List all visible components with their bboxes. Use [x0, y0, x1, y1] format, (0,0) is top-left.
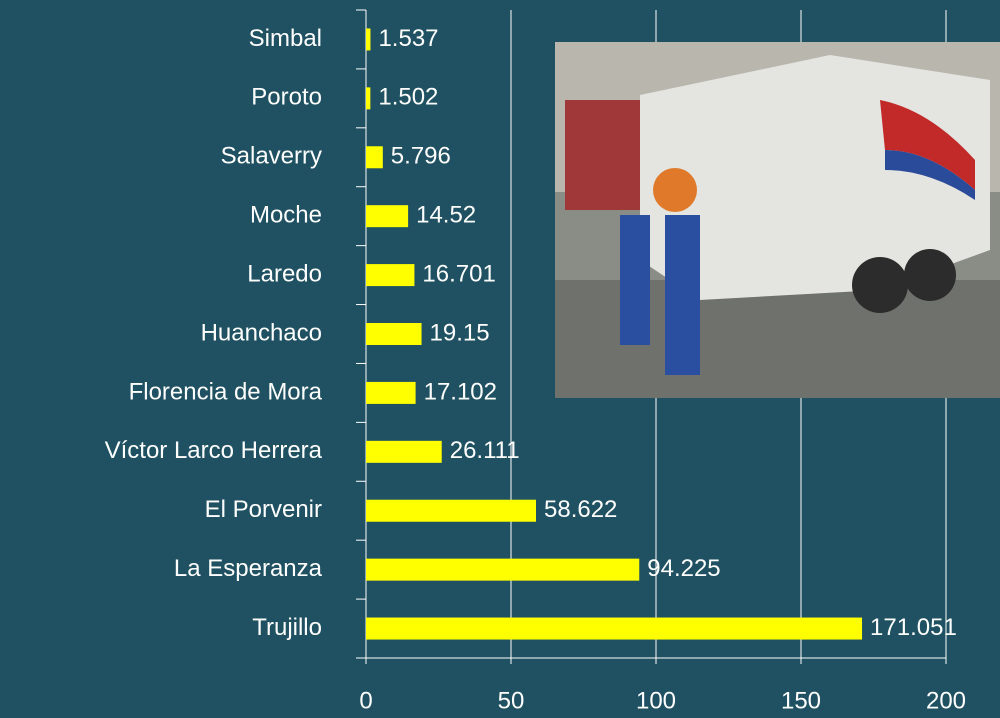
- bar: [366, 440, 442, 463]
- bar: [366, 617, 863, 640]
- bar: [366, 146, 383, 169]
- value-label: 26.111: [450, 437, 520, 464]
- value-label: 1.502: [378, 84, 438, 111]
- photo-wheel: [904, 249, 956, 301]
- y-tick-label: La Esperanza: [174, 555, 323, 582]
- x-tick-label: 150: [781, 687, 821, 714]
- y-tick-label: Víctor Larco Herrera: [105, 437, 323, 464]
- value-label: 94.225: [647, 555, 720, 582]
- value-label: 171.051: [870, 614, 957, 641]
- photo-wall: [565, 100, 645, 210]
- bar: [366, 264, 415, 287]
- x-tick-label: 50: [498, 687, 525, 714]
- y-tick-label: El Porvenir: [205, 496, 322, 523]
- x-tick-label: 100: [636, 687, 676, 714]
- photo-truck-stripe2: [885, 150, 975, 200]
- photo-worker: [620, 215, 650, 345]
- bar: [366, 323, 422, 345]
- y-tick-label: Trujillo: [252, 614, 322, 641]
- value-label: 58.622: [544, 496, 617, 523]
- bar: [366, 28, 371, 51]
- photo-wheel: [852, 257, 908, 313]
- photo-truck-stripe: [880, 100, 975, 190]
- y-tick-label: Poroto: [251, 84, 322, 111]
- y-tick-label: Simbal: [249, 25, 322, 52]
- value-label: 14.52: [416, 202, 476, 229]
- photo-worker: [665, 215, 700, 375]
- bar: [366, 205, 409, 228]
- value-label: 1.537: [378, 25, 438, 52]
- y-tick-label: Salaverry: [221, 143, 322, 170]
- photo: [555, 42, 1000, 398]
- value-label: 19.15: [430, 319, 490, 346]
- y-tick-label: Moche: [250, 202, 322, 229]
- value-label: 16.701: [422, 260, 495, 287]
- value-label: 17.102: [424, 378, 497, 405]
- x-tick-label: 0: [359, 687, 372, 714]
- bar: [366, 87, 371, 110]
- photo-bin: [653, 168, 697, 212]
- y-tick-label: Florencia de Mora: [129, 378, 323, 405]
- x-tick-label: 200: [926, 687, 966, 714]
- value-label: 5.796: [391, 143, 451, 170]
- bar: [366, 558, 640, 581]
- y-tick-label: Huanchaco: [201, 319, 322, 346]
- bar: [366, 499, 537, 522]
- bar: [366, 381, 416, 404]
- y-tick-label: Laredo: [247, 260, 322, 287]
